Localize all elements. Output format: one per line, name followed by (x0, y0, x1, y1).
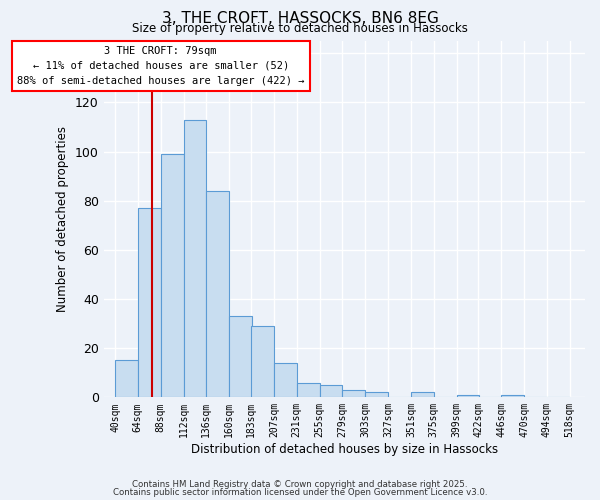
Bar (365, 392, 388, 398)
Text: Contains HM Land Registry data © Crown copyright and database right 2025.: Contains HM Land Registry data © Crown c… (132, 480, 468, 489)
Bar (320, 385, 343, 398)
Text: 3, THE CROFT, HASSOCKS, BN6 8EG: 3, THE CROFT, HASSOCKS, BN6 8EG (161, 11, 439, 26)
Bar (501, 395, 524, 398)
Text: Size of property relative to detached houses in Hassocks: Size of property relative to detached ho… (132, 22, 468, 35)
Bar (274, 363, 297, 398)
Bar (343, 390, 365, 398)
Bar (115, 360, 138, 398)
Bar (457, 395, 479, 398)
Bar (411, 392, 434, 398)
Bar (184, 120, 206, 398)
Y-axis label: Number of detached properties: Number of detached properties (56, 126, 70, 312)
Bar (229, 316, 252, 398)
Text: 3 THE CROFT: 79sqm
← 11% of detached houses are smaller (52)
88% of semi-detache: 3 THE CROFT: 79sqm ← 11% of detached hou… (17, 46, 304, 86)
Text: Contains public sector information licensed under the Open Government Licence v3: Contains public sector information licen… (113, 488, 487, 497)
Bar (161, 154, 184, 398)
X-axis label: Distribution of detached houses by size in Hassocks: Distribution of detached houses by size … (191, 443, 498, 456)
Bar (206, 191, 229, 398)
Bar (138, 208, 161, 398)
Bar (297, 382, 320, 398)
Bar (251, 326, 274, 398)
